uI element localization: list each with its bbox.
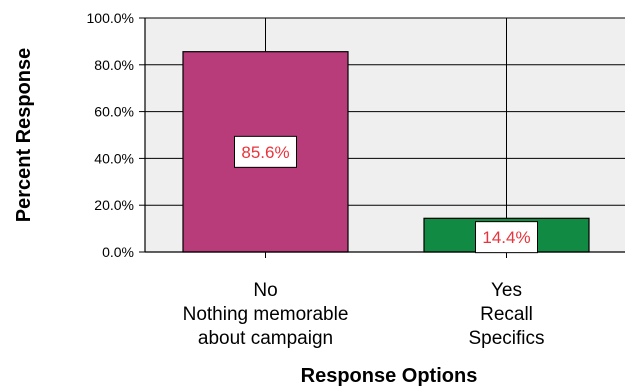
data-label-box (475, 221, 538, 254)
x-tick-label: No (253, 280, 277, 301)
x-axis-tick-labels: No Nothing memorable about campaign Yes Reca… (183, 280, 545, 349)
x-tick-label: Specifics (468, 328, 544, 349)
y-axis-ticks: 0.0% 20.0% 40.0% 60.0% 80.0% 100.0% (87, 10, 507, 260)
y-tick-label: 20.0% (94, 197, 134, 213)
y-tick-label: 100.0% (87, 10, 134, 26)
data-label: 14.4% (482, 228, 530, 247)
y-tick-label: 0.0% (102, 244, 134, 260)
y-tick-label: 60.0% (94, 104, 134, 120)
data-label: 85.6% (241, 143, 289, 162)
x-tick-label: Yes (491, 280, 522, 301)
data-label-box (234, 135, 297, 168)
y-tick-label: 40.0% (94, 150, 134, 166)
x-tick-label: about campaign (198, 328, 333, 349)
y-tick-label: 80.0% (94, 57, 134, 73)
x-tick-label: Nothing memorable (183, 304, 349, 325)
x-axis-title: Response Options (301, 365, 478, 387)
y-axis-title: Percent Response (13, 48, 35, 223)
data-labels: 85.6% 14.4% (234, 135, 538, 254)
x-tick-label: Recall (480, 304, 533, 325)
